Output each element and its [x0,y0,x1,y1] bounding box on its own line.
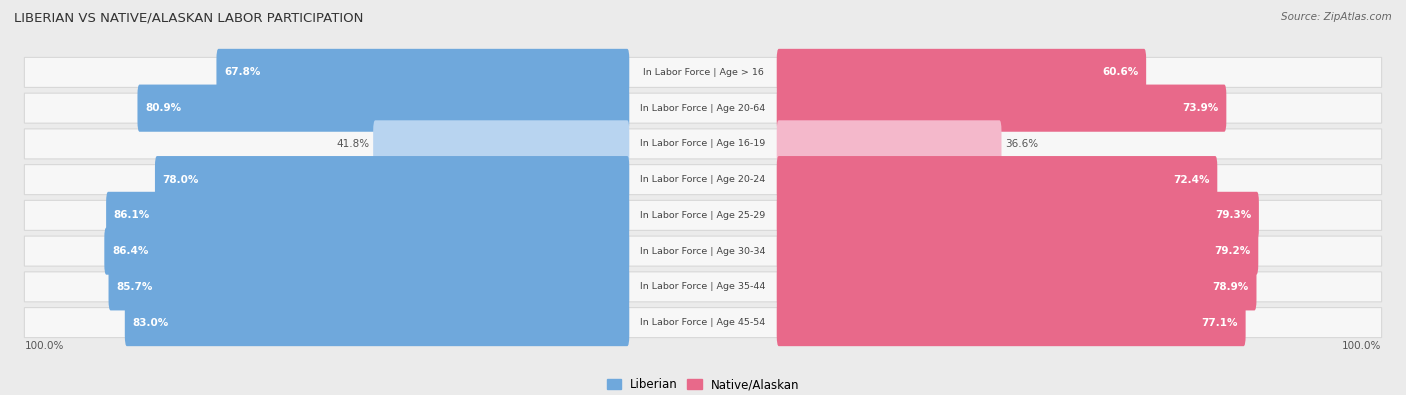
Text: 85.7%: 85.7% [117,282,152,292]
FancyBboxPatch shape [24,57,1382,87]
Text: 60.6%: 60.6% [1102,68,1139,77]
Text: In Labor Force | Age 20-64: In Labor Force | Age 20-64 [640,103,766,113]
Text: In Labor Force | Age 25-29: In Labor Force | Age 25-29 [640,211,766,220]
Text: 79.2%: 79.2% [1215,246,1251,256]
Text: 83.0%: 83.0% [132,318,169,327]
Text: 80.9%: 80.9% [145,103,181,113]
FancyBboxPatch shape [776,263,1257,310]
Text: In Labor Force | Age 20-24: In Labor Force | Age 20-24 [640,175,766,184]
FancyBboxPatch shape [776,228,1258,275]
FancyBboxPatch shape [776,49,1146,96]
FancyBboxPatch shape [108,263,630,310]
FancyBboxPatch shape [125,299,630,346]
FancyBboxPatch shape [104,228,630,275]
FancyBboxPatch shape [24,200,1382,230]
FancyBboxPatch shape [24,272,1382,302]
Text: In Labor Force | Age 30-34: In Labor Force | Age 30-34 [640,246,766,256]
Text: In Labor Force | Age 45-54: In Labor Force | Age 45-54 [640,318,766,327]
FancyBboxPatch shape [373,120,630,167]
Text: 72.4%: 72.4% [1173,175,1209,184]
Text: 73.9%: 73.9% [1182,103,1219,113]
FancyBboxPatch shape [138,85,630,132]
Text: In Labor Force | Age 35-44: In Labor Force | Age 35-44 [640,282,766,292]
FancyBboxPatch shape [776,120,1001,167]
Text: 78.0%: 78.0% [163,175,198,184]
Text: 36.6%: 36.6% [1005,139,1038,149]
Text: 100.0%: 100.0% [24,341,63,351]
FancyBboxPatch shape [217,49,630,96]
FancyBboxPatch shape [24,93,1382,123]
FancyBboxPatch shape [776,85,1226,132]
Text: 100.0%: 100.0% [1343,341,1382,351]
FancyBboxPatch shape [24,165,1382,195]
FancyBboxPatch shape [24,308,1382,338]
Text: In Labor Force | Age 16-19: In Labor Force | Age 16-19 [640,139,766,149]
FancyBboxPatch shape [776,156,1218,203]
Text: In Labor Force | Age > 16: In Labor Force | Age > 16 [643,68,763,77]
FancyBboxPatch shape [24,236,1382,266]
Text: 77.1%: 77.1% [1202,318,1239,327]
FancyBboxPatch shape [105,192,630,239]
Text: Source: ZipAtlas.com: Source: ZipAtlas.com [1281,12,1392,22]
Text: 78.9%: 78.9% [1212,282,1249,292]
Text: 86.1%: 86.1% [114,211,150,220]
Text: 86.4%: 86.4% [112,246,148,256]
Text: 67.8%: 67.8% [224,68,260,77]
FancyBboxPatch shape [776,299,1246,346]
FancyBboxPatch shape [776,192,1258,239]
FancyBboxPatch shape [24,129,1382,159]
Legend: Liberian, Native/Alaskan: Liberian, Native/Alaskan [602,373,804,395]
FancyBboxPatch shape [155,156,630,203]
Text: 41.8%: 41.8% [336,139,370,149]
Text: 79.3%: 79.3% [1215,211,1251,220]
Text: LIBERIAN VS NATIVE/ALASKAN LABOR PARTICIPATION: LIBERIAN VS NATIVE/ALASKAN LABOR PARTICI… [14,12,363,25]
